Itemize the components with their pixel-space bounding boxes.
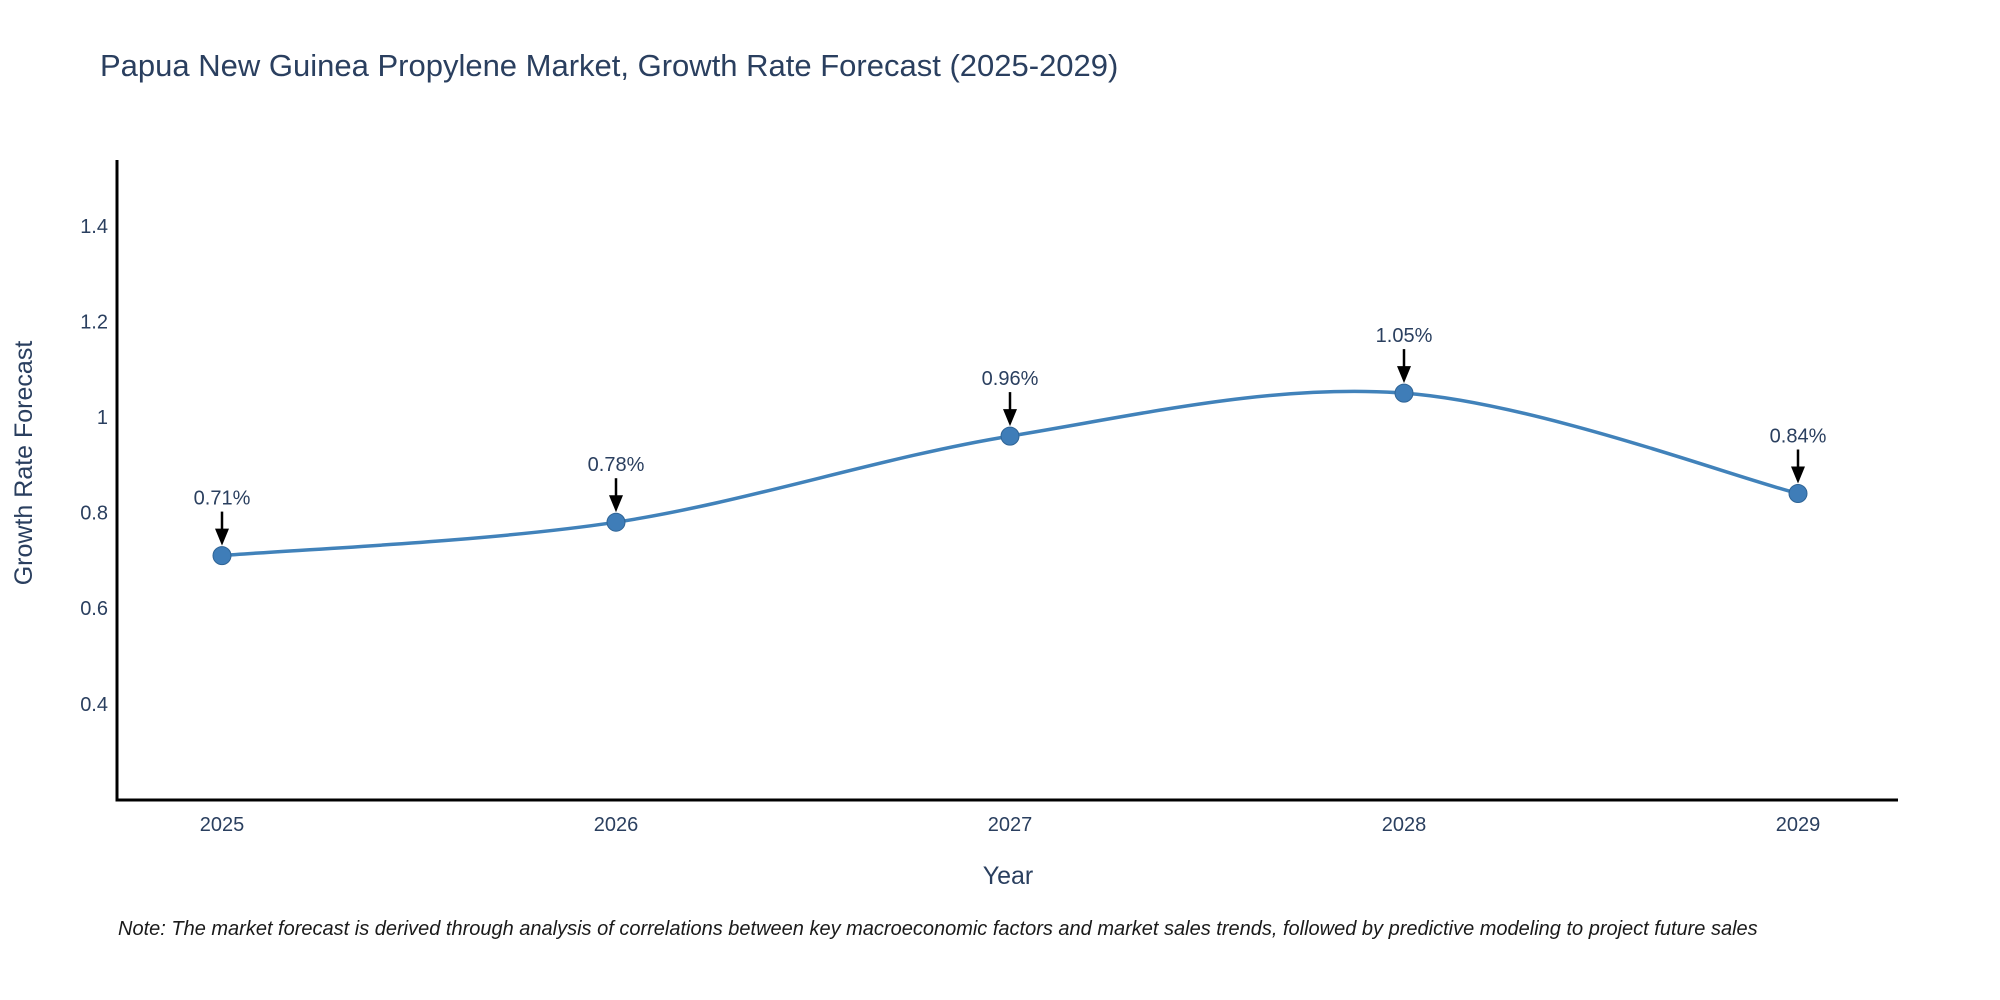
data-point-marker — [606, 512, 626, 532]
data-series — [212, 383, 1808, 566]
data-point-marker — [212, 546, 232, 566]
x-tick-label: 2028 — [1382, 814, 1427, 836]
y-tick-label: 1 — [97, 407, 108, 429]
y-tick-label: 0.4 — [80, 694, 108, 716]
x-axis-ticks: 2025 2026 2027 2028 2029 — [200, 814, 1821, 836]
annotation-label: 0.78% — [588, 454, 645, 476]
y-tick-label: 1.4 — [80, 216, 108, 238]
y-tick-label: 0.8 — [80, 503, 108, 525]
annotation-arrowhead — [1397, 366, 1411, 384]
data-point-marker — [1000, 426, 1020, 446]
annotation-arrowhead — [1791, 466, 1805, 484]
annotation-label: 0.71% — [194, 488, 251, 510]
y-tick-label: 0.6 — [80, 598, 108, 620]
chart-title: Papua New Guinea Propylene Market, Growt… — [100, 48, 1118, 83]
annotation-label: 0.96% — [982, 368, 1039, 390]
y-axis-ticks: 0.4 0.6 0.8 1 1.2 1.4 — [80, 216, 108, 716]
annotation-label: 1.05% — [1376, 325, 1433, 347]
data-point-marker — [1788, 484, 1808, 503]
data-point-marker — [1394, 383, 1414, 403]
annotation-arrowhead — [215, 528, 229, 546]
y-tick-label: 1.2 — [80, 311, 108, 333]
x-axis-title: Year — [983, 862, 1034, 890]
x-tick-label: 2029 — [1776, 814, 1821, 836]
x-tick-label: 2027 — [988, 814, 1033, 836]
note-text: Note: The market forecast is derived thr… — [118, 918, 1758, 940]
x-tick-label: 2025 — [200, 814, 245, 836]
annotation-arrowhead — [609, 495, 623, 513]
annotation-label: 0.84% — [1770, 426, 1827, 448]
x-tick-label: 2026 — [594, 814, 639, 836]
annotation-arrowhead — [1003, 409, 1017, 427]
y-axis-title: Growth Rate Forecast — [10, 341, 38, 586]
point-annotations: 0.71% 0.78% 0.96% 1.05% 0.84% — [194, 325, 1827, 546]
